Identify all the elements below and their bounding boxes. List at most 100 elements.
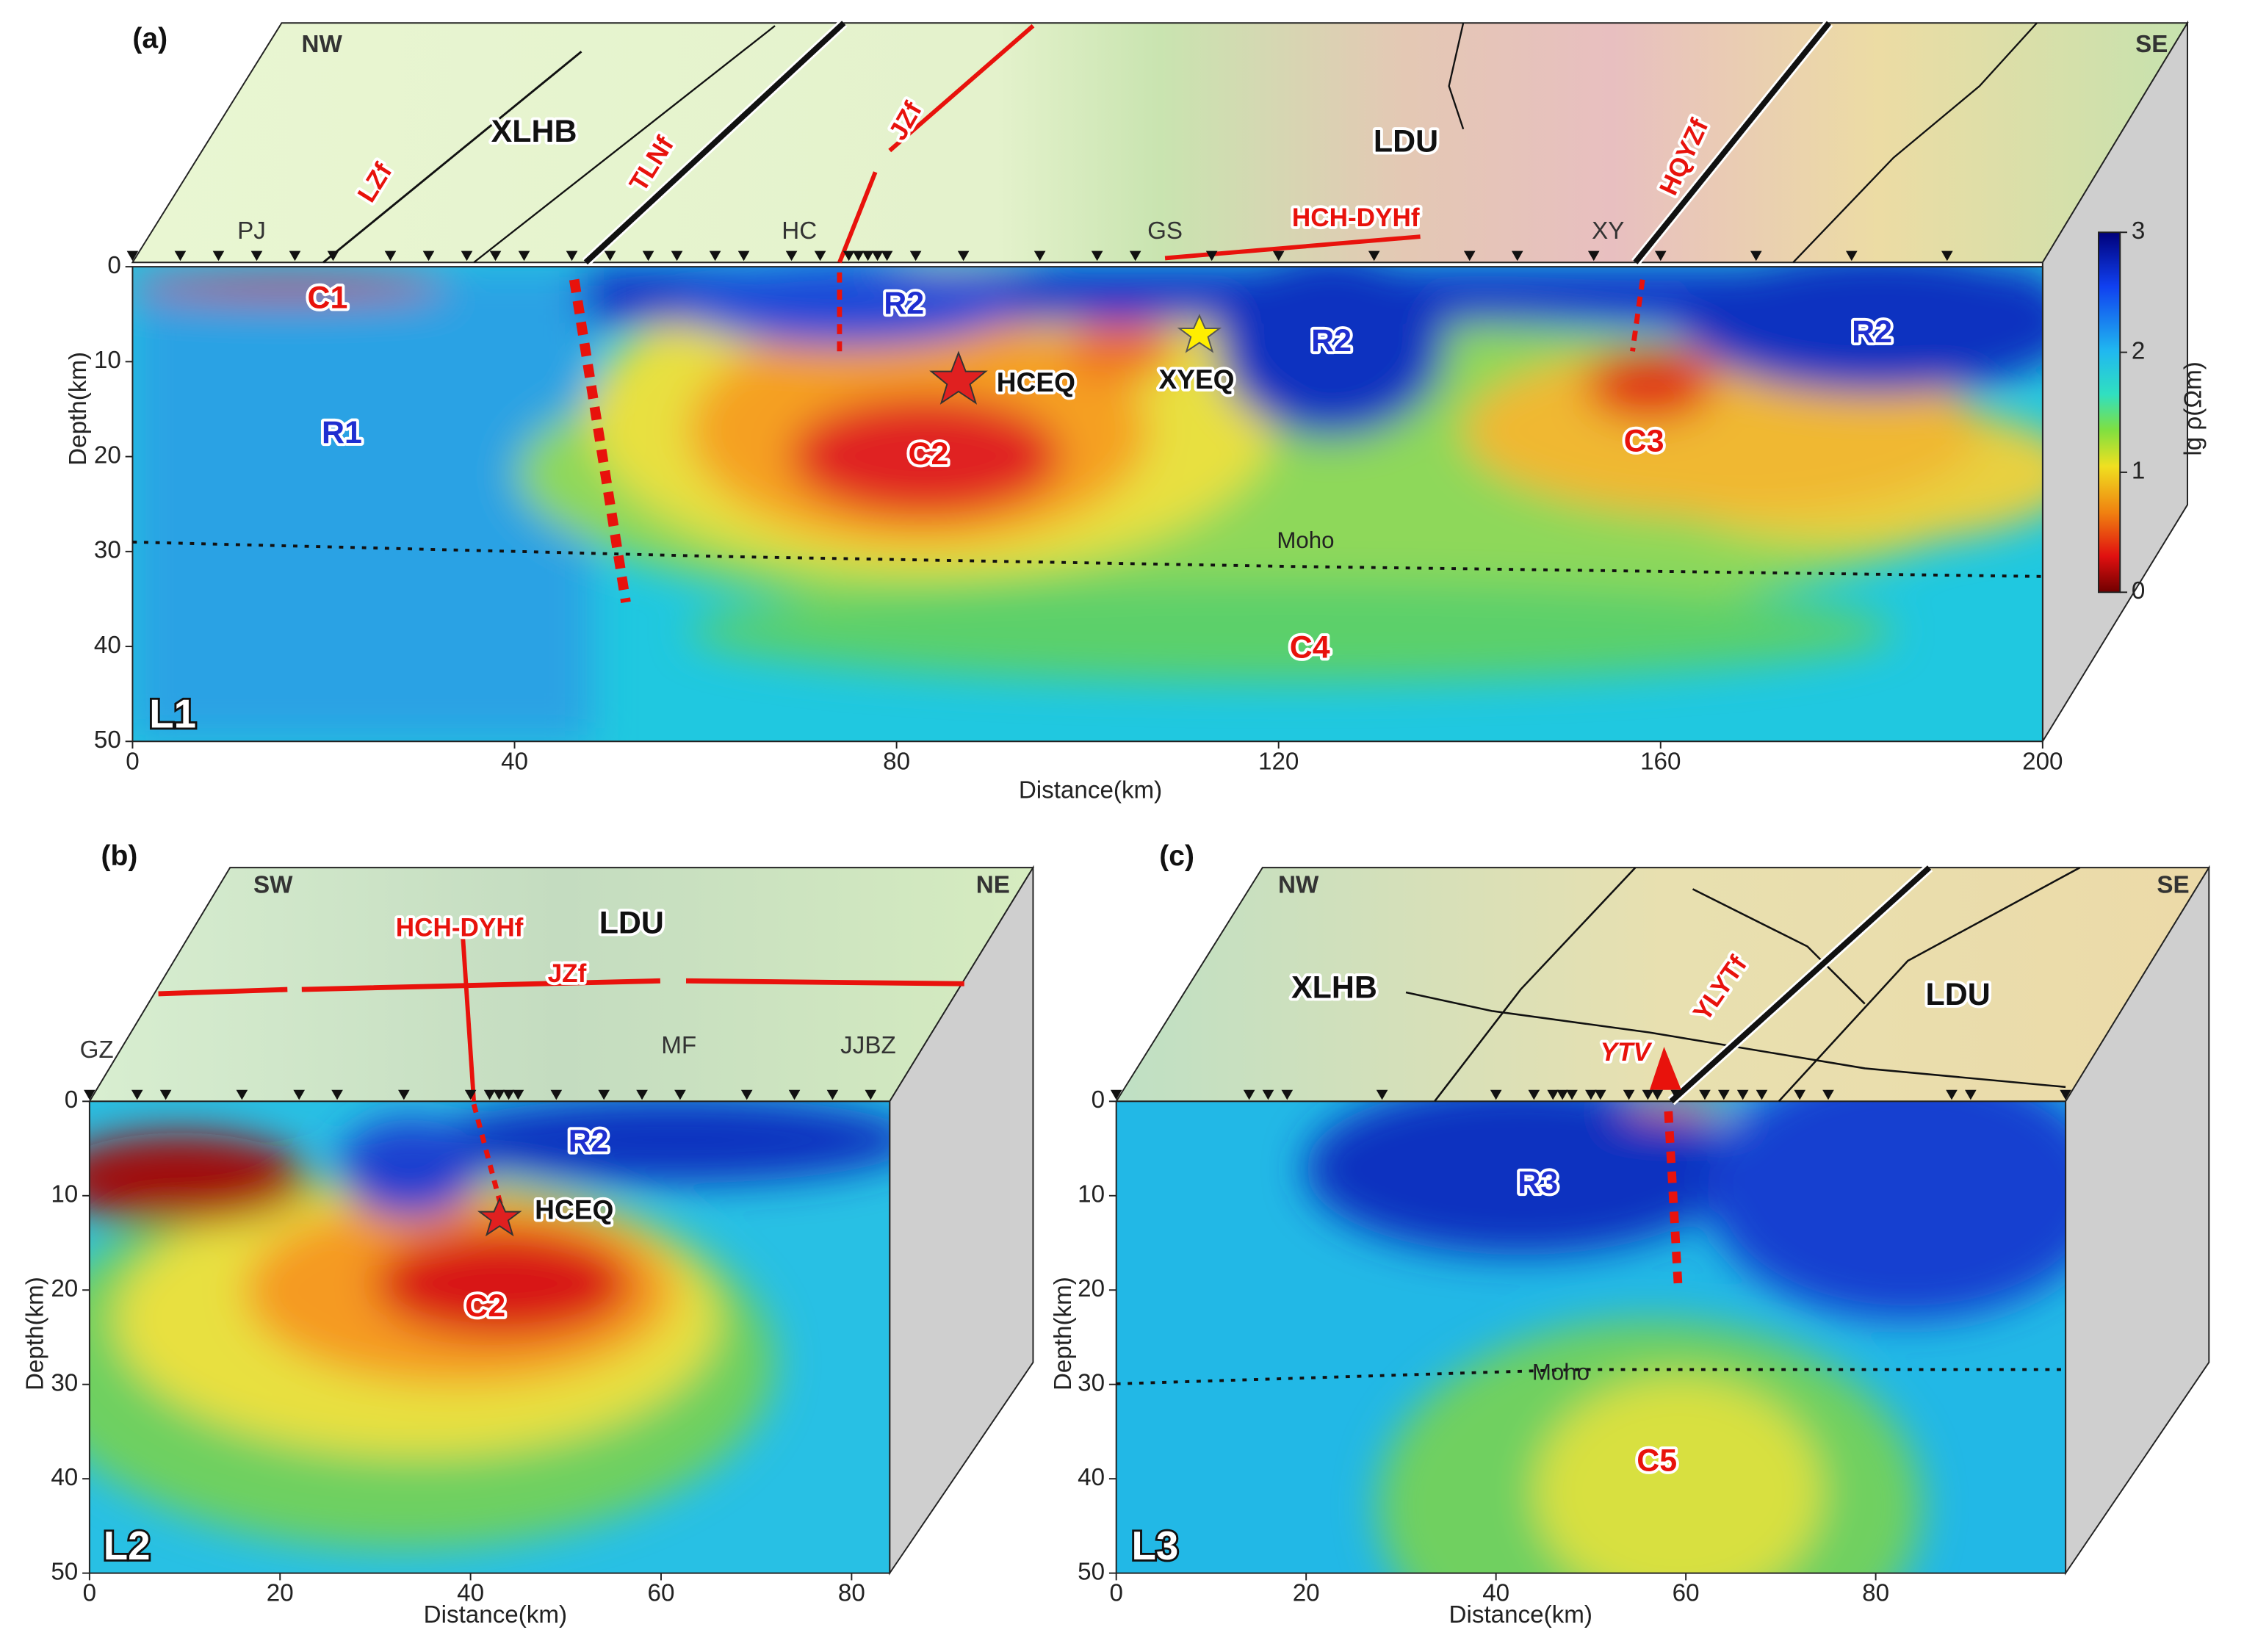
- station: [957, 250, 970, 261]
- station: [788, 1089, 801, 1100]
- x-tick-label: 200: [2022, 748, 2063, 775]
- station: [785, 250, 798, 261]
- anomaly-label: C4: [1290, 630, 1330, 666]
- station: [1129, 250, 1141, 261]
- station: [293, 1089, 305, 1100]
- station: [1368, 250, 1380, 261]
- station: [289, 250, 301, 261]
- x-tick-label: 80: [1862, 1580, 1889, 1607]
- earthquake-star: [477, 1197, 522, 1237]
- station: [1756, 1089, 1768, 1100]
- y-tick-label: 10: [1078, 1181, 1105, 1208]
- fault-lines: [1669, 865, 1932, 1104]
- station: [598, 1089, 610, 1100]
- panel-c: (c) NW SE XLHB YLYTf LDU YTV R3 C5 Moho …: [1050, 840, 2211, 1628]
- fault-label: HCH-DYHf: [396, 913, 524, 942]
- y-tick-label: 20: [51, 1275, 78, 1302]
- block-label: XLHB: [491, 114, 577, 149]
- block-label: LDU: [599, 906, 664, 941]
- station: [1033, 250, 1046, 261]
- earthquake-label: HCEQ: [535, 1194, 613, 1224]
- station: [1750, 250, 1762, 261]
- x-tick-label: 60: [1673, 1580, 1700, 1607]
- earthquake-star: [929, 350, 988, 405]
- moho-line: [132, 541, 2043, 578]
- x-tick-label: 120: [1258, 748, 1299, 775]
- fault-label: HCH-DYHf: [1292, 203, 1420, 232]
- station: [422, 250, 435, 261]
- colorbar-tick-label: 0: [2132, 577, 2145, 605]
- colorbar-tick-label: 3: [2132, 217, 2145, 245]
- panel-label: (c): [1159, 840, 1194, 872]
- station: [2060, 1089, 2071, 1100]
- station: [671, 250, 683, 261]
- station: [331, 1089, 343, 1100]
- x-tick-label: 0: [126, 748, 139, 775]
- station: [464, 1089, 477, 1100]
- resistivity-section: [1116, 1101, 2066, 1573]
- station: [1205, 250, 1218, 261]
- volcano-label: YTV: [1601, 1038, 1653, 1067]
- station: [1699, 1089, 1711, 1100]
- station: [566, 250, 578, 261]
- x-tick-label: 160: [1640, 748, 1681, 775]
- x-axis-label: Distance(km): [1449, 1601, 1592, 1628]
- earthquake-label: HCEQ: [997, 367, 1075, 397]
- station: [1623, 1089, 1635, 1100]
- station: [642, 250, 654, 261]
- block-label: LDU: [1374, 124, 1438, 159]
- station: [1262, 1089, 1274, 1100]
- colorbar-title: lg ρ(Ωm): [2180, 361, 2207, 455]
- station: [1490, 1089, 1502, 1100]
- y-tick-label: 30: [1078, 1369, 1105, 1396]
- station: [1272, 250, 1285, 261]
- station: [1670, 1089, 1683, 1100]
- station: [1595, 1089, 1606, 1100]
- y-axis-label: Depth(km): [1050, 1277, 1077, 1391]
- station: [862, 250, 874, 261]
- direction: NW: [302, 31, 343, 58]
- station: [871, 250, 884, 261]
- station: [126, 250, 139, 261]
- station: [814, 250, 826, 261]
- station: [1528, 1089, 1540, 1100]
- fault-label: JZf: [548, 959, 587, 988]
- anomaly-label: R2: [1311, 323, 1352, 358]
- block-label: LDU: [1926, 977, 1991, 1012]
- station: [236, 1089, 248, 1100]
- x-tick-label: 0: [1109, 1580, 1122, 1607]
- direction: NE: [976, 871, 1010, 898]
- y-tick-label: 20: [1078, 1275, 1105, 1302]
- site-label: PJ: [237, 217, 266, 245]
- site-label: JJBZ: [840, 1032, 896, 1059]
- anomaly-label: C2: [465, 1288, 505, 1324]
- station: [1556, 1089, 1568, 1100]
- station: [502, 1089, 515, 1100]
- fault-lines: [322, 19, 2038, 267]
- moho-line: [1116, 1368, 2066, 1385]
- x-tick-label: 0: [83, 1580, 96, 1607]
- station: [1794, 1089, 1806, 1100]
- panel-a: (a) NW SE XLHB LDU LZf TLNf JZf HQYZf HC…: [65, 19, 2207, 804]
- station: [604, 250, 616, 261]
- y-tick-label: 0: [107, 252, 120, 279]
- earthquake-label: XYEQ: [1158, 364, 1234, 394]
- station: [1736, 1089, 1749, 1100]
- station: [550, 1089, 563, 1100]
- y-tick-label: 20: [94, 441, 121, 469]
- station: [1845, 250, 1858, 261]
- anomaly-label: C5: [1637, 1443, 1677, 1479]
- volcano-marker: [1649, 1047, 1681, 1090]
- station: [131, 1089, 143, 1100]
- y-axis-label: Depth(km): [65, 352, 92, 466]
- site-label: HC: [782, 217, 817, 245]
- y-tick-label: 40: [1078, 1464, 1105, 1491]
- station: [881, 250, 893, 261]
- moho-label: Moho: [1532, 1360, 1590, 1385]
- y-tick-label: 0: [65, 1086, 78, 1114]
- station: [909, 250, 922, 261]
- station: [1091, 250, 1103, 261]
- anomaly-label: C2: [909, 436, 949, 472]
- station: [1547, 1089, 1559, 1100]
